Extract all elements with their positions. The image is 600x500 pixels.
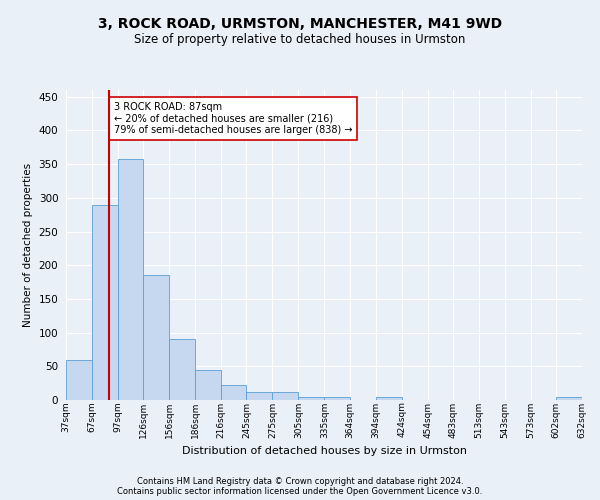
- Bar: [66, 360, 92, 400]
- Bar: [143, 276, 169, 400]
- Bar: [325, 396, 350, 400]
- Bar: [556, 396, 582, 400]
- X-axis label: Distribution of detached houses by size in Urmston: Distribution of detached houses by size …: [182, 446, 467, 456]
- Bar: [169, 340, 195, 400]
- Text: Contains HM Land Registry data © Crown copyright and database right 2024.: Contains HM Land Registry data © Crown c…: [137, 478, 463, 486]
- Text: 3 ROCK ROAD: 87sqm
← 20% of detached houses are smaller (216)
79% of semi-detach: 3 ROCK ROAD: 87sqm ← 20% of detached hou…: [113, 102, 352, 136]
- Text: Contains public sector information licensed under the Open Government Licence v3: Contains public sector information licen…: [118, 488, 482, 496]
- Bar: [298, 396, 325, 400]
- Text: Size of property relative to detached houses in Urmston: Size of property relative to detached ho…: [134, 32, 466, 46]
- Bar: [118, 160, 143, 400]
- Bar: [92, 204, 118, 400]
- Text: 3, ROCK ROAD, URMSTON, MANCHESTER, M41 9WD: 3, ROCK ROAD, URMSTON, MANCHESTER, M41 9…: [98, 18, 502, 32]
- Bar: [195, 370, 221, 400]
- Bar: [376, 396, 401, 400]
- Bar: [247, 392, 272, 400]
- Y-axis label: Number of detached properties: Number of detached properties: [23, 163, 33, 327]
- Bar: [221, 385, 247, 400]
- Bar: [272, 392, 298, 400]
